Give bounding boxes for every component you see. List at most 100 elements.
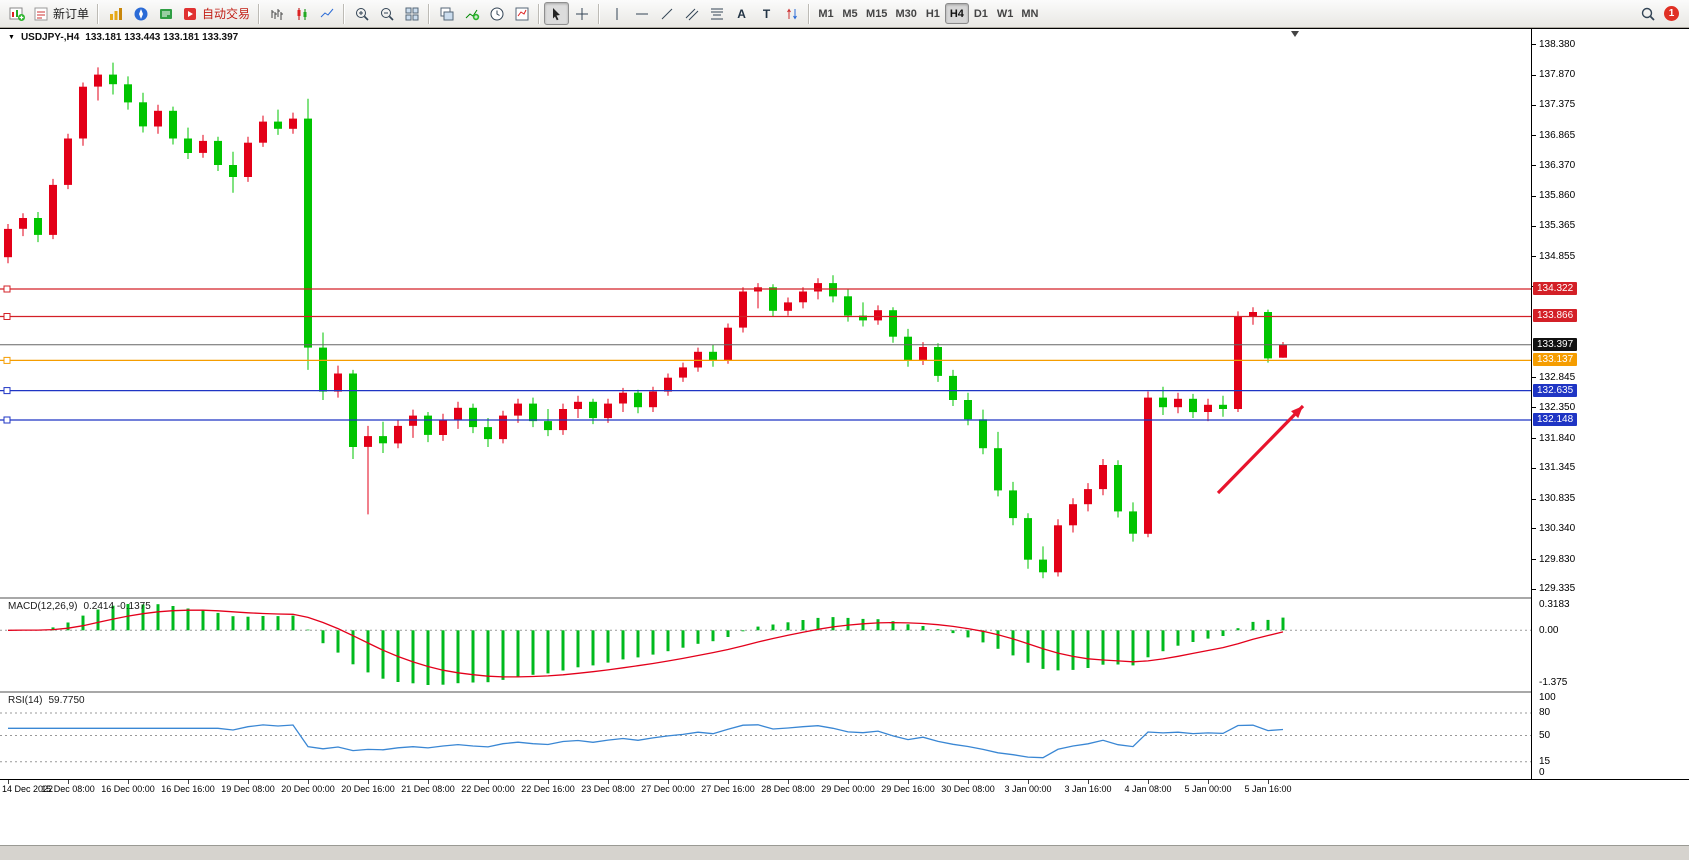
cursor-button[interactable] <box>544 2 570 25</box>
toolbar-right-group: 1 <box>1640 6 1685 22</box>
rsi-label: RSI(14) 59.7750 <box>8 695 85 706</box>
autotrade-button[interactable]: 自动交易 <box>178 2 254 25</box>
market-watch-button[interactable] <box>103 2 128 25</box>
trendline-icon <box>661 8 672 19</box>
arrows-tool-icon <box>786 8 797 19</box>
periods-button[interactable] <box>484 2 509 25</box>
price-tick-label: 138.380 <box>1539 38 1576 50</box>
zoom-in-button[interactable] <box>349 2 374 25</box>
time-tick-label: 16 Dec 00:00 <box>101 784 155 794</box>
timeframe-w1-button[interactable]: W1 <box>993 3 1018 24</box>
line-handle[interactable] <box>3 285 11 293</box>
terminal-button[interactable] <box>153 2 178 25</box>
notification-badge[interactable]: 1 <box>1664 6 1679 21</box>
time-tick-label: 30 Dec 08:00 <box>941 784 995 794</box>
channel-tool-button[interactable] <box>679 2 704 25</box>
chart-candles-button[interactable] <box>289 2 314 25</box>
time-tick-label: 21 Dec 08:00 <box>401 784 455 794</box>
horizontal-line-tool-button[interactable] <box>629 2 654 25</box>
timeframe-m30-button[interactable]: M30 <box>891 3 920 24</box>
pane-separator[interactable] <box>0 597 1689 599</box>
trend-arrow-object[interactable] <box>1216 404 1305 495</box>
crosshair-button[interactable] <box>569 2 594 25</box>
vertical-line-tool-button[interactable] <box>604 2 629 25</box>
price-tick-label: 136.370 <box>1539 159 1576 171</box>
cascade-windows-button[interactable] <box>434 2 459 25</box>
line-handle[interactable] <box>3 356 11 364</box>
time-tick-label: 27 Dec 16:00 <box>701 784 755 794</box>
macd-canvas[interactable] <box>0 599 1531 691</box>
pane-separator[interactable] <box>0 691 1689 693</box>
fibonacci-tool-button[interactable] <box>704 2 729 25</box>
new-order-icon <box>34 7 48 20</box>
line-handle[interactable] <box>3 416 11 424</box>
macd-signal-line <box>7 609 1284 678</box>
timeframe-m1-button[interactable]: M1 <box>814 3 838 24</box>
price-axis[interactable]: 138.380 137.870 137.375 136.865 136.370 135.8… <box>1531 29 1689 779</box>
status-bar <box>0 845 1689 860</box>
chart-line-button[interactable] <box>314 2 339 25</box>
ohlc-values: 133.181 133.443 133.181 133.397 <box>85 32 239 43</box>
add-indicator-icon <box>465 9 479 20</box>
add-indicator-button[interactable] <box>459 2 484 25</box>
text-tool-button[interactable]: A <box>729 2 754 25</box>
macd-values: 0.2414 -0.1375 <box>83 601 151 612</box>
collapse-triangle-icon[interactable]: ▼ <box>8 34 15 41</box>
price-tick-label: 134.855 <box>1539 250 1576 262</box>
terminal-icon <box>159 8 172 19</box>
search-icon[interactable] <box>1640 6 1656 22</box>
navigator-button[interactable] <box>128 2 153 25</box>
chart-bars-button[interactable] <box>264 2 289 25</box>
toolbar-separator <box>538 3 541 24</box>
zoom-out-button[interactable] <box>374 2 399 25</box>
price-line-badge: 134.322 <box>1533 282 1578 295</box>
chart-shift-marker[interactable] <box>1291 31 1299 37</box>
rsi-axis-label: 80 <box>1539 707 1551 718</box>
price-line-badge: 133.866 <box>1533 309 1578 322</box>
line-handle[interactable] <box>3 387 11 395</box>
label-tool-button[interactable]: T <box>754 2 779 25</box>
templates-button[interactable] <box>509 2 534 25</box>
line-handle[interactable] <box>3 313 11 320</box>
time-tick-label: 3 Jan 00:00 <box>1004 784 1052 794</box>
label-tool-icon: T <box>762 6 771 21</box>
zoom-out-icon <box>380 7 394 21</box>
toolbar-separator <box>808 3 811 24</box>
autotrade-icon <box>184 7 197 20</box>
new-chart-button[interactable] <box>4 2 29 25</box>
price-line-badge: 132.635 <box>1533 384 1578 397</box>
time-tick-label: 15 Dec 08:00 <box>41 784 95 794</box>
price-tick-label: 135.860 <box>1539 190 1576 202</box>
time-tick-label: 4 Jan 08:00 <box>1124 784 1172 794</box>
trend-arrow-head <box>1291 406 1303 419</box>
timeframe-m5-button[interactable]: M5 <box>838 3 862 24</box>
arrows-tool-button[interactable] <box>779 2 804 25</box>
toolbar-separator <box>598 3 601 24</box>
timeframe-d1-button[interactable]: D1 <box>969 3 993 24</box>
rsi-axis-label: 15 <box>1539 756 1551 767</box>
chart-canvas[interactable] <box>0 29 1531 597</box>
new-order-button[interactable]: 新订单 <box>29 2 93 25</box>
toolbar-separator <box>258 3 261 24</box>
tile-windows-button[interactable] <box>399 2 424 25</box>
bar-chart-icon <box>271 8 283 20</box>
trendline-tool-button[interactable] <box>654 2 679 25</box>
crosshair-icon <box>575 7 588 20</box>
timeframe-mn-button[interactable]: MN <box>1017 3 1042 24</box>
price-tick-label: 130.835 <box>1539 493 1576 505</box>
symbol-period-label: USDJPY-,H4 <box>20 32 80 43</box>
time-axis[interactable]: 14 Dec 2022 15 Dec 08:00 16 Dec 00:00 16 De… <box>0 779 1689 846</box>
candles <box>4 62 1287 579</box>
timeframe-h4-button[interactable]: H4 <box>944 3 969 24</box>
price-tick-label: 130.340 <box>1539 522 1576 534</box>
text-tool-icon: A <box>737 6 746 21</box>
time-tick-label: 19 Dec 08:00 <box>221 784 275 794</box>
time-tick-label: 28 Dec 08:00 <box>761 784 815 794</box>
price-tick-label: 135.365 <box>1539 220 1576 232</box>
cascade-windows-icon <box>440 7 454 20</box>
macd-axis-label: 0.00 <box>1539 625 1559 636</box>
rsi-canvas[interactable] <box>0 693 1531 779</box>
timeframe-h1-button[interactable]: H1 <box>921 3 945 24</box>
timeframe-m15-button[interactable]: M15 <box>862 3 891 24</box>
rsi-name: RSI(14) <box>8 695 43 706</box>
